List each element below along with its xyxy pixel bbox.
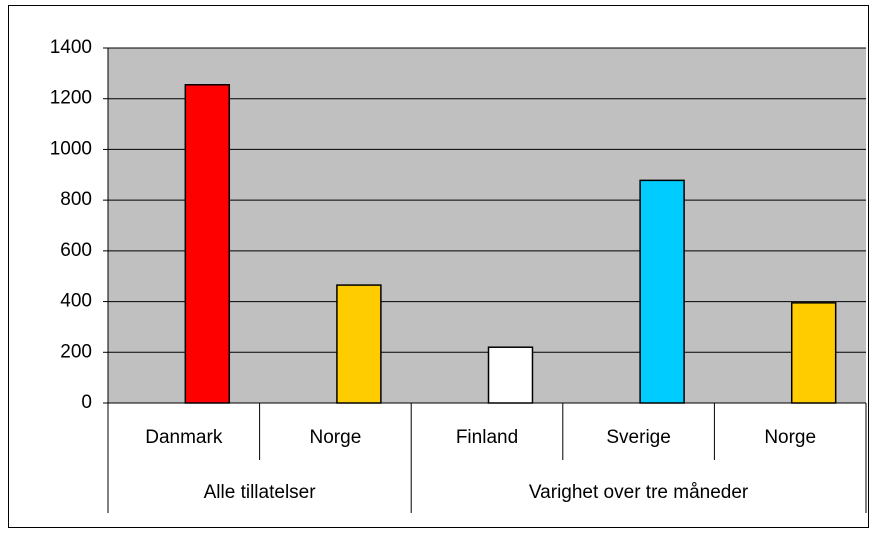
y-tick-label: 1400 xyxy=(50,37,92,58)
bar xyxy=(487,346,534,404)
y-tick-label: 0 xyxy=(81,392,92,413)
group-label: Varighet over tre måneder xyxy=(529,482,749,503)
bar xyxy=(336,284,382,404)
x-tick-label: Sverige xyxy=(606,427,670,448)
x-tick-label: Danmark xyxy=(145,427,223,448)
y-tick-label: 1000 xyxy=(50,138,92,159)
y-tick-label: 600 xyxy=(60,240,92,261)
x-tick-label: Norge xyxy=(310,427,362,448)
group-label: Alle tillatelser xyxy=(204,482,317,503)
bar xyxy=(790,302,837,404)
bar xyxy=(639,179,685,404)
bar xyxy=(184,84,231,404)
x-tick-label: Finland xyxy=(456,427,518,448)
y-tick-label: 1200 xyxy=(50,88,92,109)
y-tick-label: 200 xyxy=(60,341,92,362)
plot-area xyxy=(108,48,866,403)
y-tick-label: 800 xyxy=(60,189,92,210)
x-tick-label: Norge xyxy=(764,427,816,448)
y-tick-label: 400 xyxy=(60,291,92,312)
